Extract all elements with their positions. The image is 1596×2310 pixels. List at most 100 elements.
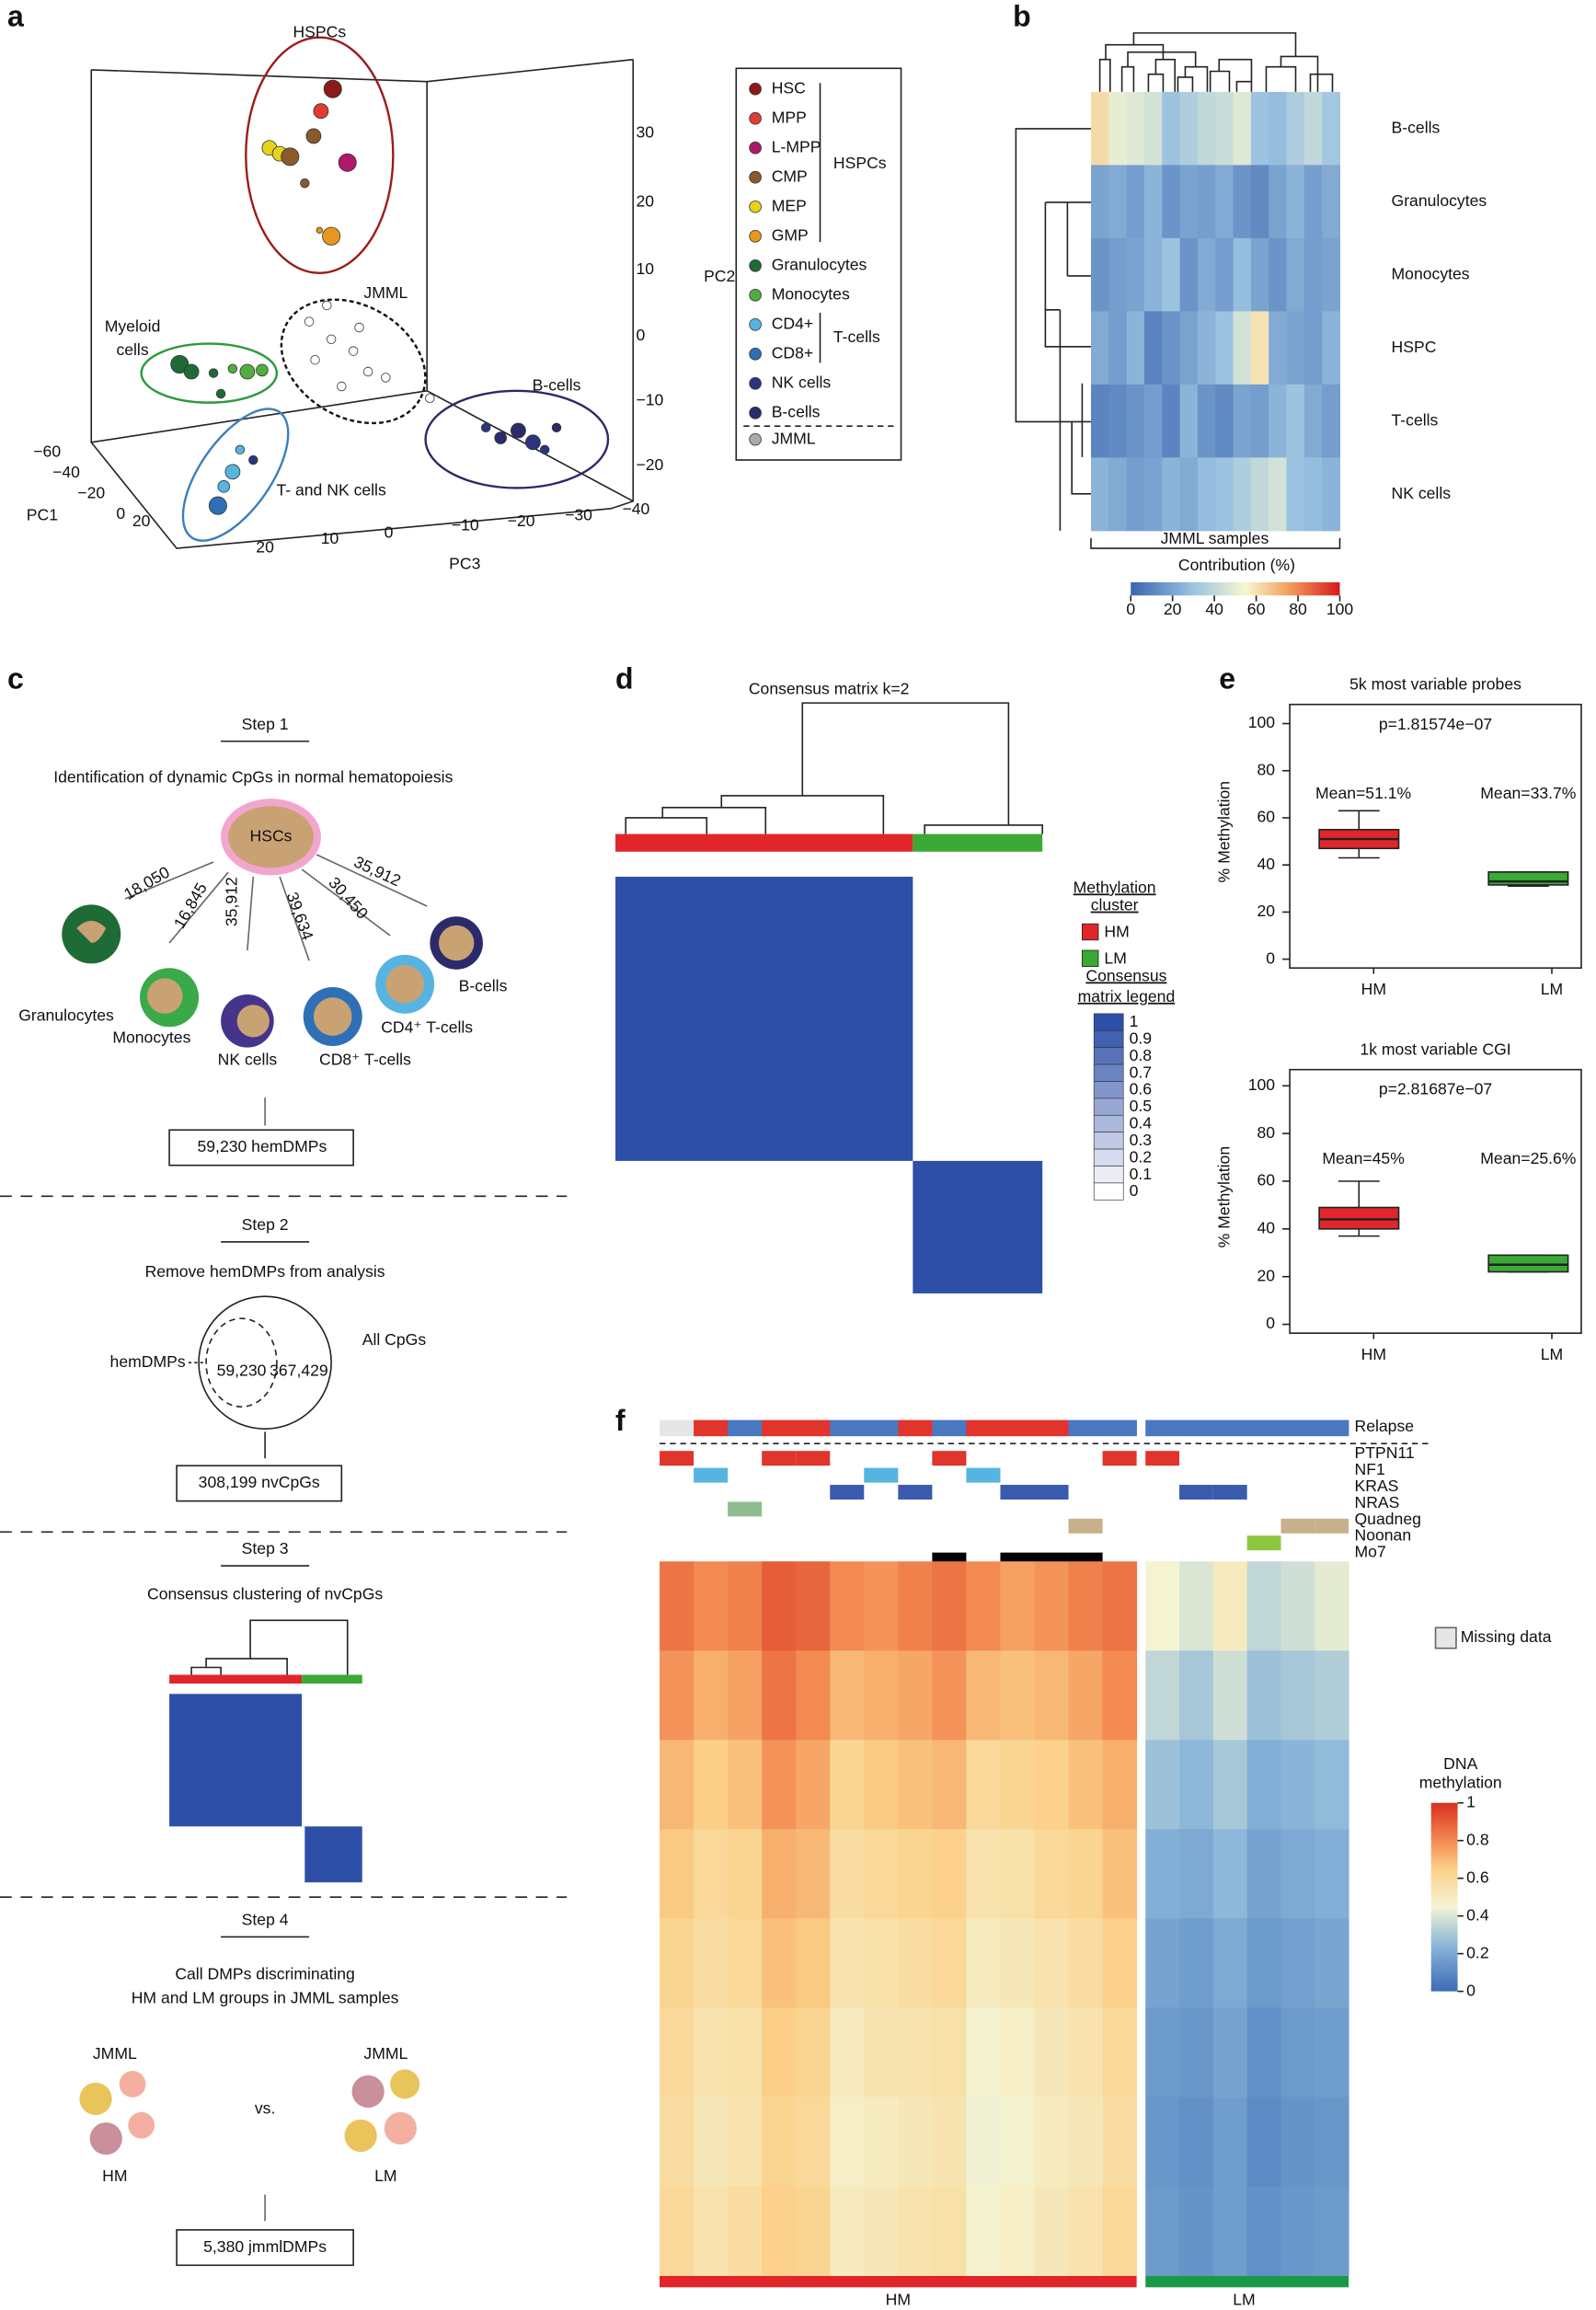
box xyxy=(1487,1254,1569,1273)
heatmap-cell xyxy=(1143,91,1163,166)
diagram-text: Step 4 xyxy=(242,1910,289,1928)
heatmap-cell xyxy=(1303,311,1323,385)
heatmap-cell xyxy=(1068,1740,1104,1830)
heatmap-cell xyxy=(1145,2007,1180,2097)
box xyxy=(1487,871,1569,886)
heatmap-cell xyxy=(1250,91,1269,166)
heatmap-cell xyxy=(898,1918,933,2008)
heatmap-cell xyxy=(1246,2186,1281,2277)
plot-frame xyxy=(1289,703,1582,970)
relapse-cell xyxy=(728,1419,763,1437)
legend-tick: 0.7 xyxy=(1130,1063,1152,1081)
legend-label: L-MPP xyxy=(772,137,821,155)
heatmap-cell xyxy=(1269,384,1288,458)
heatmap-cell xyxy=(864,2186,899,2277)
panel-c-shapes xyxy=(0,740,568,2267)
legend-label: Monocytes xyxy=(772,284,850,303)
heatmap-cell xyxy=(1303,457,1323,532)
heatmap-cell xyxy=(660,1561,695,1651)
legend-swatch xyxy=(1093,1047,1124,1065)
heatmap-cell xyxy=(864,1650,899,1741)
heatmap-cell xyxy=(1068,1829,1104,1919)
heatmap-cell xyxy=(1250,457,1269,532)
mutation-cell xyxy=(1280,1518,1315,1534)
heatmap-cell xyxy=(1286,237,1305,312)
panel-label: d xyxy=(615,662,634,695)
heatmap-cell xyxy=(1197,384,1216,458)
heatmap-cell xyxy=(1315,1561,1349,1651)
heatmap-cell xyxy=(932,1740,967,1830)
heatmap-cell xyxy=(1126,384,1145,458)
cluster-label: cells xyxy=(116,340,148,359)
heatmap-cell xyxy=(1126,311,1145,385)
legend-label: CD8+ xyxy=(772,343,813,362)
panel-label: e xyxy=(1219,662,1235,695)
heatmap-cell xyxy=(1197,165,1216,239)
heatmap-cell xyxy=(1212,2186,1248,2277)
dmp-count: 35,912 xyxy=(351,853,404,891)
heatmap-cell xyxy=(1233,384,1252,458)
legend-title: Consensus xyxy=(1085,966,1166,984)
legend-swatch xyxy=(749,317,762,331)
heatmap-cell xyxy=(1215,311,1234,385)
legend-swatch xyxy=(1093,1182,1124,1201)
heatmap-cell xyxy=(864,1918,899,2008)
heatmap-cell xyxy=(830,1829,865,1919)
cluster-label: JMML xyxy=(363,283,408,302)
group-label: HM xyxy=(886,2290,911,2308)
diagram-text: 59,230 hemDMPs xyxy=(197,1137,327,1155)
legend-label: NK cells xyxy=(772,373,832,391)
heatmap-cell xyxy=(1246,1918,1281,2008)
legend-label: CD4+ xyxy=(772,314,813,332)
p-value: p=2.81687e−07 xyxy=(1379,1080,1492,1098)
heatmap-cell xyxy=(1108,91,1128,166)
heatmap-cell xyxy=(864,2007,899,2097)
legend-swatch xyxy=(749,229,762,243)
heatmap-cell xyxy=(1179,2097,1214,2187)
y-tick-label: 100 xyxy=(1248,713,1276,731)
heatmap-cell xyxy=(1280,1918,1315,2008)
heatmap-cell xyxy=(660,2097,695,2187)
heatmap-cell xyxy=(762,1561,797,1651)
cell-label: CD4⁺ T-cells xyxy=(381,1018,473,1037)
legend-swatch xyxy=(749,407,762,419)
heatmap-cell xyxy=(830,1740,865,1830)
heatmap-cell xyxy=(1108,384,1128,458)
mutation-cell xyxy=(1179,1485,1213,1500)
diagram-text: Identification of dynamic CpGs in normal… xyxy=(53,767,453,786)
legend-title: cluster xyxy=(1091,896,1139,914)
panel-label: a xyxy=(7,0,24,32)
mutation-cell xyxy=(864,1467,899,1483)
heatmap-cell xyxy=(1212,1650,1248,1741)
heatmap-cell xyxy=(1322,384,1340,458)
heatmap-cell xyxy=(694,2186,729,2277)
heatmap-cell xyxy=(1068,2007,1104,2097)
relapse-cell xyxy=(1315,1419,1349,1437)
heatmap-cell xyxy=(830,1918,865,2008)
y-tick-label: 0 xyxy=(1266,1314,1275,1332)
track-label: KRAS xyxy=(1355,1477,1399,1495)
heatmap-cell xyxy=(1179,1740,1214,1830)
heatmap-cell xyxy=(1315,2186,1349,2277)
heatmap-cell xyxy=(932,1829,967,1919)
legend-swatch xyxy=(1093,1029,1124,1048)
heatmap-cell xyxy=(966,2097,1001,2187)
mutation-cell xyxy=(796,1451,831,1466)
heatmap-cell xyxy=(1034,1918,1070,2008)
heatmap-cell xyxy=(1108,165,1128,239)
colorbar-b xyxy=(1131,581,1340,596)
heatmap-cell xyxy=(1143,237,1163,312)
heatmap-cell xyxy=(1162,91,1181,166)
panel-a-frame xyxy=(90,36,635,549)
mutation-cell xyxy=(1000,1485,1035,1500)
diagram-text: Step 1 xyxy=(242,715,289,733)
track-label: PTPN11 xyxy=(1355,1443,1415,1462)
relapse-cell xyxy=(1145,1419,1180,1437)
heatmap-cell xyxy=(1000,2186,1035,2277)
heatmap-cell xyxy=(830,1561,865,1651)
relapse-cell xyxy=(966,1419,1001,1437)
mean-label: Mean=25.6% xyxy=(1480,1149,1577,1167)
legend-label: HM xyxy=(1104,922,1129,940)
scale-tick-label: 0.8 xyxy=(1466,1830,1489,1848)
relapse-cell xyxy=(1000,1419,1035,1437)
